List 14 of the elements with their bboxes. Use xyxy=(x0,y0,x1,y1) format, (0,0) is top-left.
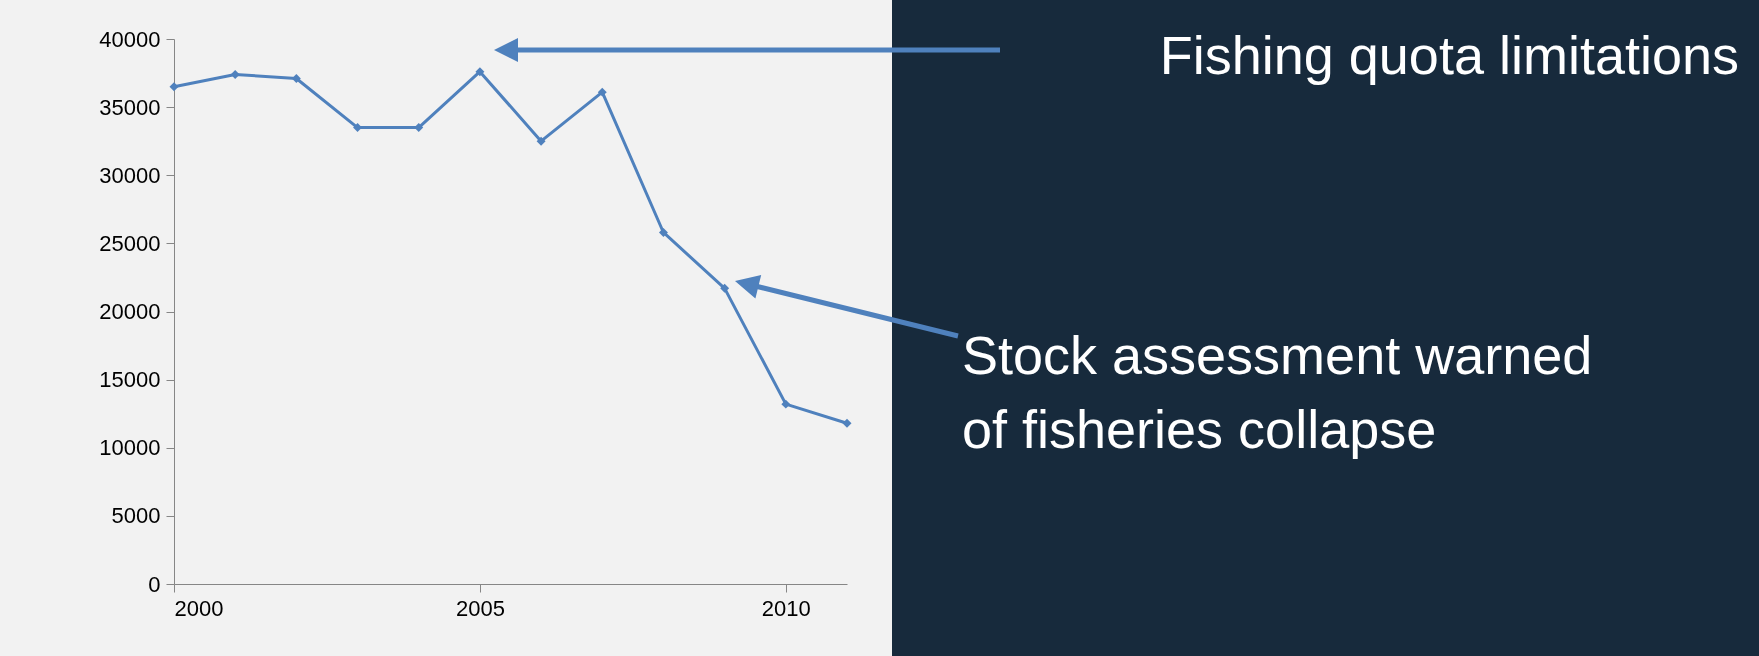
y-tick-label: 35000 xyxy=(99,94,161,120)
text: Stock assessment warned of fisheries collapse xyxy=(962,324,1594,461)
y-tick-label: 20000 xyxy=(99,299,161,324)
y-tick-label: 30000 xyxy=(99,162,161,188)
x-tick-label: 2000 xyxy=(174,595,224,621)
y-tick-label: 0 xyxy=(148,571,161,597)
y-tick-label: 5000 xyxy=(111,503,161,529)
y-tick-label: 25000 xyxy=(99,230,161,256)
text: Fishing quota limitations xyxy=(1159,24,1739,87)
y-tick-label: 10000 xyxy=(99,435,161,461)
y-tick-label: 15000 xyxy=(99,367,161,393)
x-tick-label: 2010 xyxy=(761,595,811,621)
y-tick-label: 40000 xyxy=(99,26,161,52)
x-tick-label: 2005 xyxy=(455,595,505,621)
